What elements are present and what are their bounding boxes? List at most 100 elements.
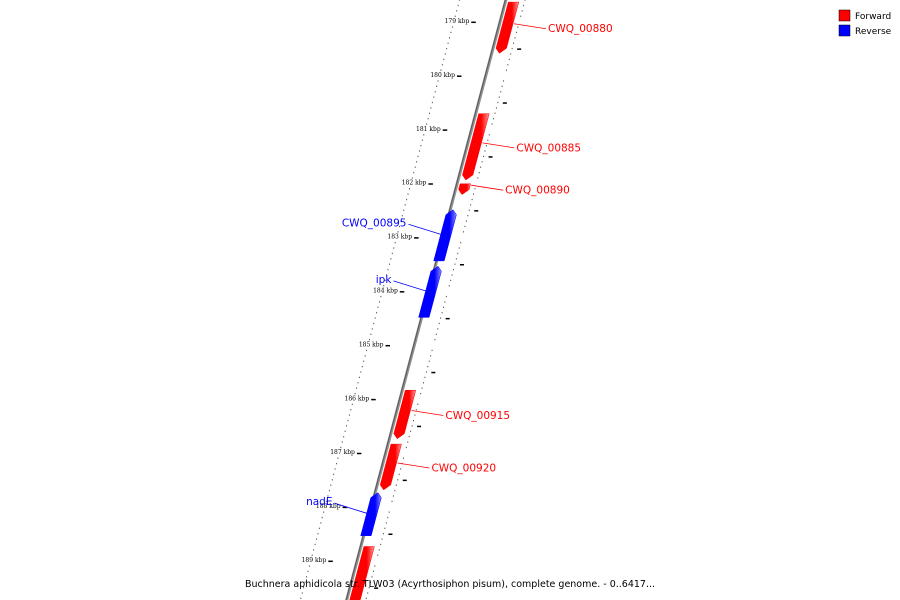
minor-tick-right <box>422 382 424 384</box>
minor-tick-right <box>485 144 487 147</box>
minor-tick-left <box>456 10 458 12</box>
minor-tick-right <box>523 4 525 7</box>
gene-label: nadE <box>306 496 332 508</box>
minor-tick-left <box>366 349 368 352</box>
minor-tick-left <box>326 500 328 503</box>
minor-tick-right <box>412 419 414 422</box>
minor-tick-left <box>340 446 342 449</box>
minor-tick-right <box>441 312 443 314</box>
minor-tick-left <box>450 31 452 34</box>
minor-tick-right <box>400 468 402 470</box>
minor-tick-right <box>448 285 450 287</box>
minor-tick-left <box>307 570 309 573</box>
minor-tick-right <box>480 166 482 168</box>
minor-tick-right <box>414 414 416 416</box>
legend: Forward Reverse <box>838 9 892 37</box>
minor-tick-right <box>391 500 393 503</box>
minor-tick-right <box>453 268 455 271</box>
minor-tick-left <box>444 53 446 55</box>
minor-tick-right <box>397 479 399 481</box>
minor-tick-right <box>503 80 505 82</box>
tick-label: 185 kbp <box>359 341 384 348</box>
minor-tick-right <box>384 527 386 529</box>
minor-tick-right <box>394 489 396 492</box>
minor-tick-left <box>370 333 372 335</box>
gene-leader-line <box>393 280 426 292</box>
gene-cwq_00915[interactable] <box>393 389 417 440</box>
minor-tick-left <box>373 322 375 325</box>
gene-label: CWQ_00890 <box>505 185 570 197</box>
minor-tick-left <box>420 144 422 147</box>
minor-tick-left <box>337 457 339 459</box>
minor-tick-right <box>491 123 493 125</box>
minor-tick-left <box>394 241 396 244</box>
minor-tick-right <box>402 457 404 459</box>
minor-tick-left <box>363 360 365 362</box>
minor-tick-right <box>444 301 446 303</box>
minor-tick-right <box>407 441 409 443</box>
minor-tick-right <box>454 263 456 265</box>
minor-tick-right <box>381 538 383 540</box>
minor-tick-left <box>327 495 329 497</box>
minor-tick-left <box>437 80 439 82</box>
gene-leader-line <box>471 184 504 191</box>
minor-tick-left <box>454 15 456 17</box>
minor-tick-left <box>398 225 400 228</box>
minor-tick-right <box>438 322 440 325</box>
gene-leader-line <box>513 23 547 30</box>
minor-tick-right <box>471 198 473 201</box>
minor-tick-right <box>520 15 522 17</box>
minor-tick-right <box>451 274 453 276</box>
gene-unlabelled[interactable] <box>349 546 375 600</box>
legend-label-reverse: Reverse <box>855 27 892 37</box>
minor-tick-left <box>368 339 370 341</box>
minor-tick-right <box>365 597 367 600</box>
gene-cwq_00885[interactable] <box>462 113 490 181</box>
minor-tick-left <box>361 365 363 368</box>
gene-cwq_00920[interactable] <box>379 443 402 491</box>
minor-tick-left <box>308 565 310 567</box>
minor-tick-right <box>495 107 497 109</box>
gene-nade[interactable] <box>360 492 382 536</box>
minor-tick-right <box>435 333 437 335</box>
gene-cwq_00890[interactable] <box>458 183 471 195</box>
minor-tick-right <box>443 306 445 308</box>
minor-tick-right <box>437 328 439 330</box>
minor-tick-left <box>427 118 429 120</box>
minor-tick-left <box>411 177 413 179</box>
minor-tick-left <box>357 382 359 384</box>
minor-tick-left <box>400 220 402 222</box>
tick-label: 179 kbp <box>445 18 470 25</box>
minor-tick-right <box>411 425 413 427</box>
minor-tick-right <box>425 371 427 373</box>
gene-leader-line <box>411 410 444 416</box>
minor-tick-left <box>380 295 382 298</box>
gene-cwq_00895[interactable] <box>433 209 457 262</box>
minor-tick-right <box>460 241 462 244</box>
minor-tick-right <box>464 225 466 228</box>
minor-tick-right <box>445 295 447 298</box>
gene-cwq_00880[interactable] <box>495 1 520 54</box>
minor-tick-left <box>431 101 433 104</box>
minor-tick-right <box>505 69 507 71</box>
minor-tick-left <box>414 166 416 168</box>
minor-tick-left <box>334 468 336 470</box>
minor-tick-right <box>421 387 423 389</box>
tick-label: 183 kbp <box>387 234 412 241</box>
minor-tick-left <box>383 285 385 287</box>
minor-tick-left <box>351 403 353 405</box>
minor-tick-left <box>360 371 362 373</box>
gene-leader-line <box>334 502 367 514</box>
minor-tick-right <box>457 252 459 255</box>
gene-ipk[interactable] <box>418 265 442 318</box>
legend-item-forward: Forward <box>838 9 891 22</box>
minor-tick-right <box>465 220 467 222</box>
minor-tick-right <box>368 586 370 589</box>
minor-tick-left <box>371 328 373 330</box>
gene-label: CWQ_00885 <box>516 142 581 154</box>
gene-label: ipk <box>376 274 393 286</box>
minor-tick-right <box>483 155 485 158</box>
minor-tick-left <box>311 554 313 556</box>
minor-tick-right <box>392 495 394 497</box>
minor-tick-left <box>421 139 423 141</box>
